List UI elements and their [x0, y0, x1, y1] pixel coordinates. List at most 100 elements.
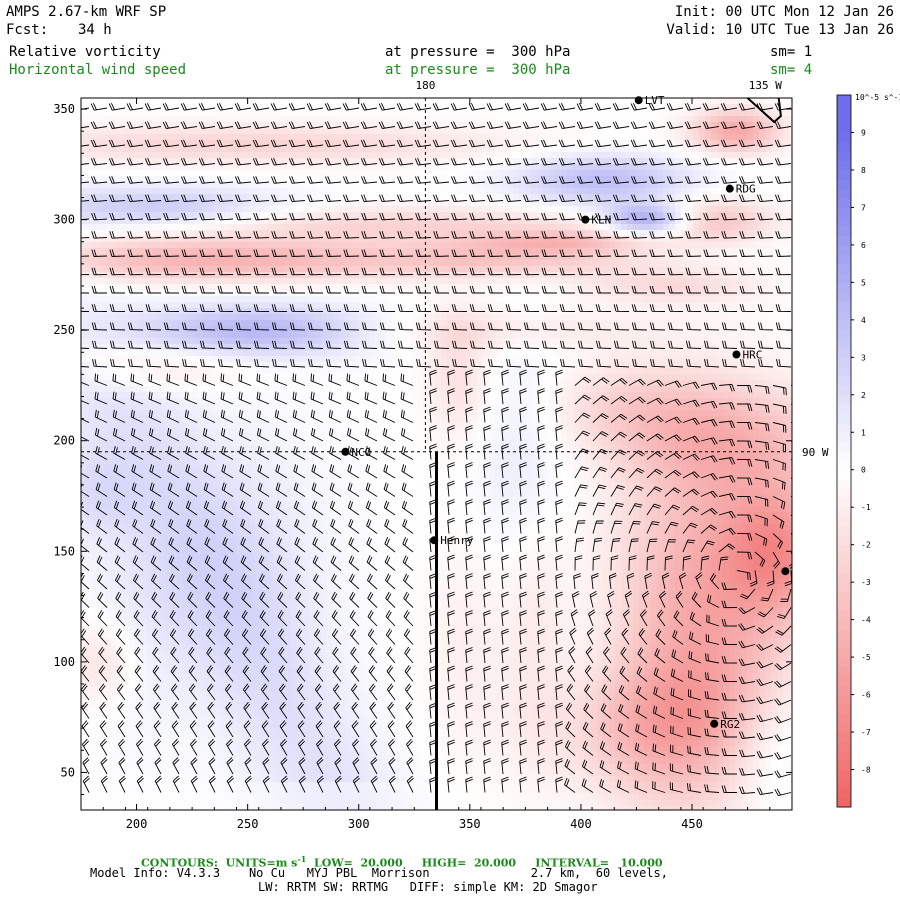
colorbar-label: -2	[861, 541, 871, 550]
colorbar-segment	[837, 778, 851, 789]
station-label-rdg: RDG	[736, 183, 756, 196]
y-tick-label: 250	[53, 323, 75, 337]
colorbar-segment	[837, 263, 851, 274]
colorbar-label: -7	[861, 728, 871, 737]
colorbar-segment	[837, 235, 851, 246]
colorbar-segment	[837, 282, 851, 293]
colorbar-label: -6	[861, 691, 871, 700]
colorbar: 9 8 7 6 5 4 3 2 1 0 -1 -2 -3 -4 -5 -6 -7 -8 10^-5 s^-1	[836, 93, 900, 808]
station-marker	[781, 567, 790, 576]
physics-info: LW: RRTM SW: RRTMG DIFF: simple KM: 2D S…	[258, 880, 598, 894]
colorbar-segment	[837, 760, 851, 771]
colorbar-segment	[837, 516, 851, 527]
station-label-kln: KLN	[591, 214, 611, 227]
colorbar-segment	[837, 451, 851, 461]
colorbar-segment	[837, 694, 851, 705]
colorbar-segment	[837, 750, 851, 761]
x-tick-label: 350	[459, 817, 481, 831]
colorbar-label: 6	[861, 241, 866, 250]
colorbar-segment	[837, 469, 851, 480]
colorbar-segment	[837, 301, 851, 311]
station-marker	[341, 447, 350, 456]
colorbar-segment	[837, 797, 851, 808]
colorbar-segment	[837, 600, 851, 611]
colorbar-segment	[837, 207, 851, 218]
colorbar-segment	[837, 254, 851, 265]
colorbar-segment	[837, 479, 851, 489]
contour-prefix: CONTOURS:	[141, 856, 218, 870]
colorbar-label: 8	[861, 166, 866, 175]
colorbar-label: 9	[861, 128, 866, 137]
colorbar-label: -4	[861, 616, 871, 625]
y-tick-label: 100	[53, 655, 75, 669]
colorbar-segment	[837, 638, 851, 649]
colorbar-segment	[837, 347, 851, 358]
colorbar-segment	[837, 319, 851, 330]
station-marker	[725, 184, 734, 193]
colorbar-segment	[837, 544, 851, 555]
x-tick-label: 200	[126, 817, 148, 831]
station-marker	[581, 215, 590, 224]
y-tick-label: 200	[53, 434, 75, 448]
colorbar-segment	[837, 769, 851, 780]
y-tick-label: 50	[61, 765, 75, 779]
contour-units-exp: -1	[297, 854, 307, 864]
field2-smoothing: sm= 4	[770, 62, 813, 78]
colorbar-segment	[837, 216, 851, 227]
station-marker	[430, 536, 439, 545]
field2-name: Horizontal wind speed	[9, 62, 187, 78]
colorbar-label: -8	[861, 766, 871, 775]
colorbar-segment	[837, 647, 851, 658]
meridian-label-0: 180	[415, 79, 435, 92]
colorbar-segment	[837, 525, 851, 536]
x-tick-label: 300	[348, 817, 370, 831]
contour-high: HIGH= 20.000	[421, 856, 517, 870]
colorbar-label: 2	[861, 391, 866, 400]
colorbar-segment	[837, 141, 851, 152]
colorbar-label: -1	[861, 503, 871, 512]
colorbar-segment	[837, 198, 851, 208]
station-marker	[732, 350, 741, 359]
station-label-lvt: LVT	[645, 94, 665, 107]
colorbar-segment	[837, 104, 851, 115]
colorbar-segment	[837, 123, 851, 133]
colorbar-segment	[837, 741, 851, 752]
colorbar-segment	[837, 591, 851, 602]
y-tick-label: 300	[53, 213, 75, 227]
colorbar-unit: 10^-5 s^-1	[855, 93, 900, 102]
field1-name: Relative vorticity	[9, 44, 161, 60]
colorbar-segment	[837, 376, 851, 386]
colorbar-segment	[837, 160, 851, 171]
colorbar-segment	[837, 113, 851, 124]
colorbar-label: 4	[861, 316, 866, 325]
colorbar-segment	[837, 563, 851, 574]
contour-low: LOW= 20.000	[313, 856, 403, 870]
colorbar-label: -5	[861, 653, 871, 662]
colorbar-segment	[837, 554, 851, 564]
colorbar-segment	[837, 151, 851, 162]
colorbar-segment	[837, 722, 851, 733]
colorbar-segment	[837, 179, 851, 190]
station-marker	[710, 719, 719, 728]
x-tick-label: 250	[237, 817, 259, 831]
colorbar-segment	[837, 788, 851, 799]
colorbar-segment	[837, 291, 851, 302]
colorbar-segment	[837, 629, 851, 639]
contour-units: UNITS=m s	[225, 856, 298, 870]
colorbar-segment	[837, 619, 851, 630]
vorticity-shading	[81, 98, 792, 810]
colorbar-segment	[837, 666, 851, 677]
colorbar-segment	[837, 685, 851, 696]
field1-level: at pressure = 300 hPa	[385, 44, 571, 60]
colorbar-segment	[837, 404, 851, 415]
colorbar-label: 7	[861, 203, 866, 212]
colorbar-segment	[837, 422, 851, 433]
colorbar-segment	[837, 95, 851, 105]
colorbar-label: 5	[861, 278, 866, 287]
colorbar-segment	[837, 507, 851, 518]
coastline	[746, 97, 782, 124]
colorbar-segment	[837, 535, 851, 546]
colorbar-segment	[837, 385, 851, 396]
colorbar-segment	[837, 310, 851, 321]
model-info: Model Info: V4.3.3 No Cu MYJ PBL Morriso…	[90, 866, 668, 880]
